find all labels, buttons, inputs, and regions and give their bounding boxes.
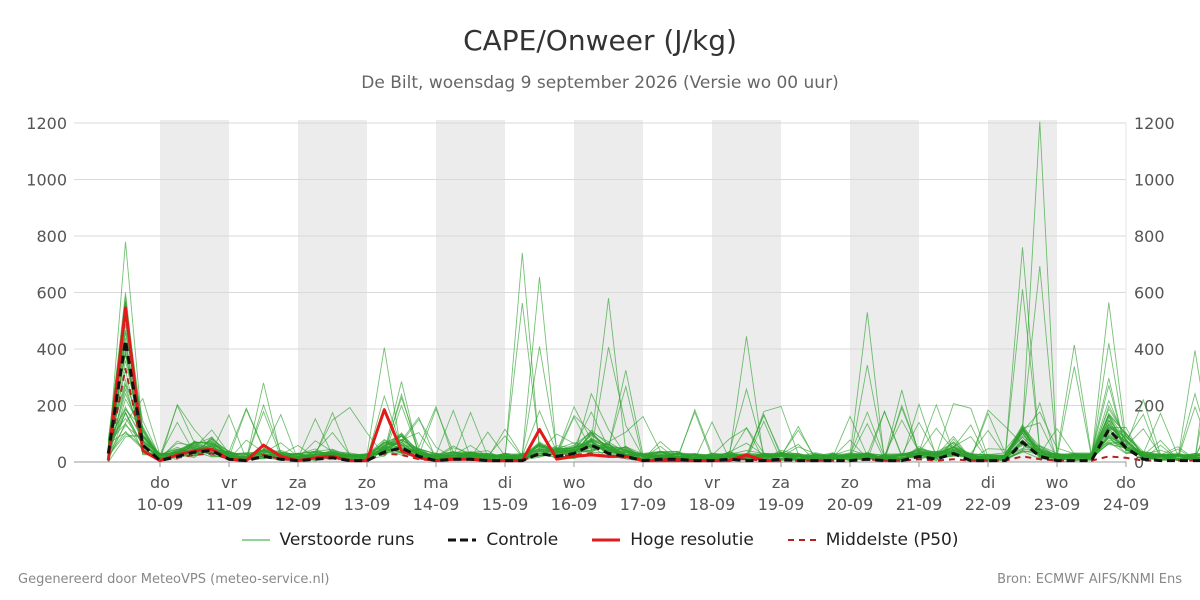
x-tick-day: za (289, 473, 307, 492)
legend-hires-label: Hoge resolutie (630, 530, 754, 550)
y-tick-label-left: 400 (36, 340, 67, 359)
y-axis-right: 0 200 400 600 800 1000 1200 (1134, 114, 1175, 472)
y-tick-label-right: 400 (1134, 340, 1165, 359)
x-tick-date: 19-09 (758, 495, 805, 514)
legend-median-swatch (787, 539, 816, 541)
weekend-band (712, 120, 781, 462)
x-tick-date: 17-09 (620, 495, 667, 514)
x-tick-date: 16-09 (551, 495, 598, 514)
x-tick-date: 10-09 (137, 495, 184, 514)
x-tick-date: 12-09 (275, 495, 322, 514)
y-tick-label-left: 1200 (26, 114, 67, 133)
x-tick-date: 15-09 (482, 495, 529, 514)
x-tick-day: za (772, 473, 790, 492)
legend-ensemble-label: Verstoorde runs (279, 530, 415, 550)
x-tick-day: do (150, 473, 170, 492)
x-tick-day: zo (358, 473, 376, 492)
x-tick-date: 11-09 (206, 495, 253, 514)
x-axis: do 10-09 vr 11-09 za 12-09 zo 13-09 ma 14-09 di 15-… (137, 462, 1150, 514)
x-tick-day: vr (221, 473, 237, 492)
x-tick-date: 20-09 (827, 495, 874, 514)
legend-ensemble-swatch (241, 539, 270, 541)
y-tick-label-left: 1000 (26, 171, 67, 190)
y-tick-label-left: 600 (36, 284, 67, 303)
x-tick-date: 24-09 (1103, 495, 1150, 514)
x-tick-day: ma (906, 473, 931, 492)
chart-subtitle: De Bilt, woensdag 9 september 2026 (Vers… (361, 73, 839, 93)
x-tick-date: 22-09 (965, 495, 1012, 514)
footer-source: Bron: ECMWF AIFS/KNMI Ens (997, 572, 1182, 587)
x-tick-date: 23-09 (1034, 495, 1081, 514)
x-tick-date: 21-09 (896, 495, 943, 514)
series-control-line (106, 339, 1200, 463)
x-tick-day: do (633, 473, 653, 492)
legend-hires-swatch (592, 538, 621, 542)
main-series (106, 306, 1200, 463)
weekend-band (160, 120, 229, 462)
x-tick-day: vr (704, 473, 720, 492)
legend-hires[interactable]: Hoge resolutie (592, 530, 754, 550)
legend-median[interactable]: Middelste (P50) (787, 530, 959, 550)
y-axis-left: 0 200 400 600 800 1000 1200 (26, 114, 67, 472)
y-tick-label-right: 800 (1134, 227, 1165, 246)
legend-control-swatch (448, 538, 477, 542)
cape-chart: 0 200 400 600 800 1000 1200 0 200 400 600 800 1000 1… (26, 114, 1200, 514)
y-tick-label-right: 1200 (1134, 114, 1175, 133)
weekend-band (436, 120, 505, 462)
x-tick-day: ma (423, 473, 448, 492)
x-tick-date: 18-09 (689, 495, 736, 514)
x-tick-day: di (498, 473, 513, 492)
weekend-bands (160, 120, 1057, 462)
x-tick-date: 13-09 (344, 495, 391, 514)
legend-control-label: Controle (486, 530, 559, 550)
x-tick-day: di (981, 473, 996, 492)
legend-control[interactable]: Controle (448, 530, 558, 550)
y-tick-label-right: 600 (1134, 284, 1165, 303)
y-tick-label-right: 1000 (1134, 171, 1175, 190)
legend-ensemble[interactable]: Verstoorde runs (241, 530, 415, 550)
y-tick-label-right: 200 (1134, 397, 1165, 416)
y-tick-label-left: 800 (36, 227, 67, 246)
footer-generator: Gegenereerd door MeteoVPS (meteo-service… (18, 572, 330, 587)
y-tick-label-left: 0 (57, 453, 67, 472)
weekend-band (298, 120, 367, 462)
x-tick-day: do (1116, 473, 1136, 492)
grid-lines (74, 122, 1127, 463)
legend-median-label: Middelste (P50) (825, 530, 959, 550)
y-tick-label-left: 200 (36, 397, 67, 416)
weekend-band (574, 120, 643, 462)
x-tick-day: zo (841, 473, 859, 492)
ensemble-member-line (107, 408, 1200, 462)
x-tick-date: 14-09 (413, 495, 460, 514)
chart-title: CAPE/Onweer (J/kg) (463, 24, 737, 57)
x-tick-day: wo (1046, 473, 1069, 492)
y-tick-label-right: 0 (1134, 453, 1144, 472)
x-tick-day: wo (563, 473, 586, 492)
legend: Verstoorde runs Controle Hoge resolutie … (0, 530, 1200, 550)
